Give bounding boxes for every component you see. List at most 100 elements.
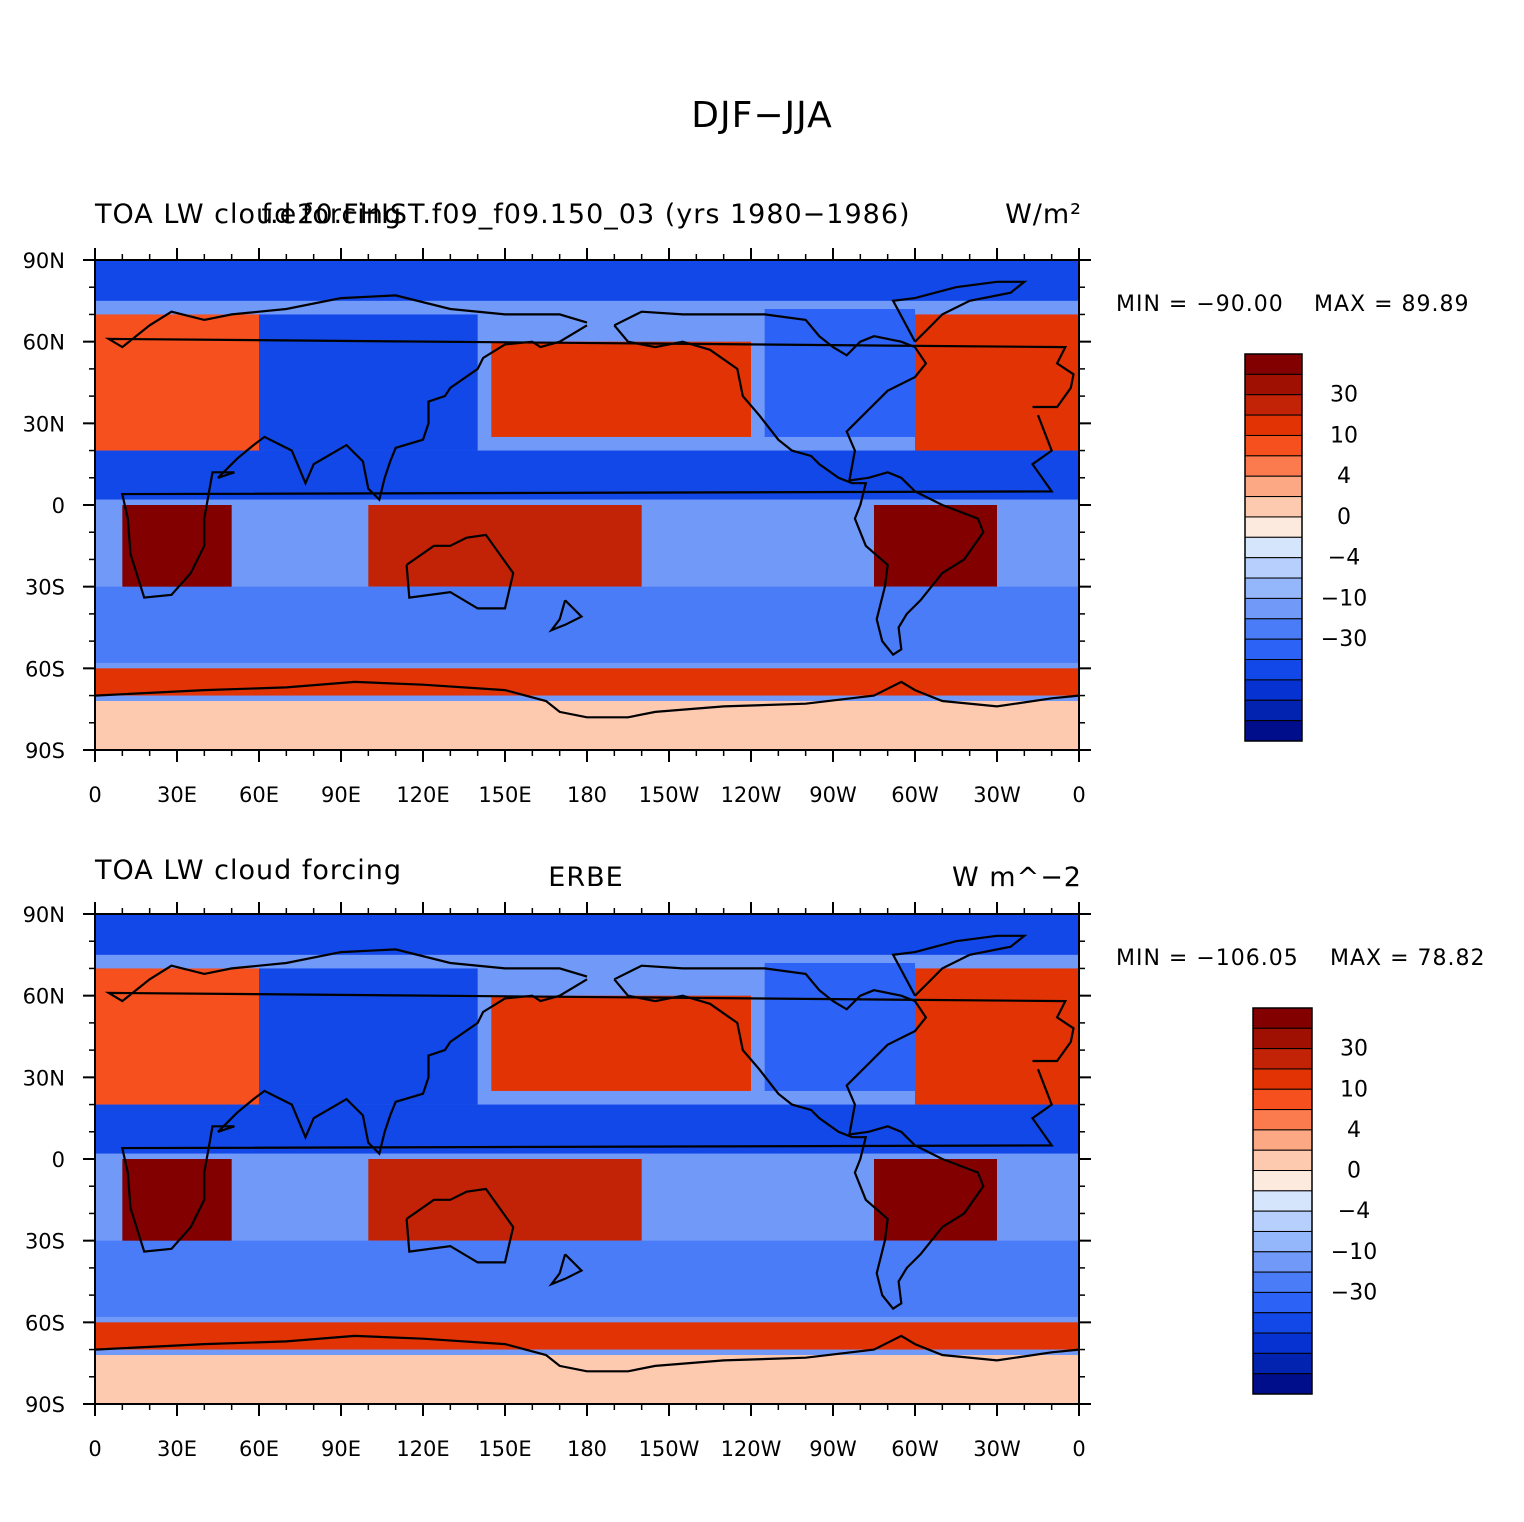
colorbar-box [1252, 1332, 1313, 1354]
field-region-asia [259, 314, 478, 451]
figure-title: DJF−JJA [691, 95, 833, 136]
lon-label-0: 0 [1072, 1437, 1085, 1461]
map-panel-top: 90N 60N 30N 0 30S 60S 90S 0 30E 60E 90E 120E 150E 180… [23, 248, 1091, 807]
colorbar-box [1252, 1129, 1313, 1151]
colorbar-box [1252, 1291, 1313, 1314]
field-region-arctic-ocean [95, 260, 1079, 301]
colorbar-box [1252, 1352, 1313, 1375]
coastline-5 [94, 680, 1080, 719]
colorbar-box [1252, 1048, 1313, 1070]
colorbar-box [1244, 659, 1303, 681]
lat-label-30s: 30S [25, 1230, 65, 1254]
colorbar-box [1244, 679, 1303, 701]
field-region-circumpolar-band [95, 1322, 1079, 1350]
colorbar-box [1252, 1109, 1313, 1131]
colorbar-box [1252, 1230, 1313, 1253]
coastline-1 [120, 324, 1054, 599]
lon-label-90e: 90E [321, 1437, 361, 1461]
colorbar-box [1252, 1068, 1313, 1090]
colorbar-box [1244, 475, 1303, 498]
bottom-panel-title-right: W m^−2 [951, 862, 1082, 893]
lon-label-180: 180 [567, 783, 607, 807]
colorbar-box [1252, 1373, 1313, 1395]
lon-label-120w: 120W [721, 1437, 782, 1461]
lat-label-0: 0 [52, 1148, 65, 1172]
colorbar-box [1252, 1190, 1313, 1212]
lon-label-150w: 150W [639, 1437, 700, 1461]
colorbar-box [1244, 577, 1303, 599]
lat-label-90s: 90S [25, 739, 65, 763]
lon-label-150e: 150E [478, 1437, 531, 1461]
lat-label-90n: 90N [23, 249, 65, 273]
lat-label-90s: 90S [25, 1393, 65, 1417]
colorbar-label: 10 [1340, 1077, 1368, 1102]
coastline-0 [104, 948, 1075, 1063]
colorbar-bottom: 30 10 4 0 −4 −10 −30 [1252, 1007, 1377, 1395]
coastline-3 [613, 964, 985, 1311]
colorbar-label: 30 [1330, 383, 1358, 408]
colorbar-box [1244, 434, 1303, 457]
lat-label-60n: 60N [23, 331, 65, 355]
field-region-maritime-continent-australia [368, 505, 642, 587]
colorbar-label: 30 [1340, 1037, 1368, 1062]
lon-label-120e: 120E [396, 1437, 449, 1461]
lat-label-60s: 60S [25, 1311, 65, 1335]
colorbar-label: −4 [1328, 546, 1360, 571]
coastline-4 [891, 280, 1028, 343]
colorbar-top: 30 10 4 0 −4 −10 −30 [1244, 353, 1367, 742]
colorbar-box [1252, 1210, 1313, 1232]
lon-label-60w: 60W [891, 783, 939, 807]
field-region-southern-africa [122, 505, 232, 601]
top-min-label: MIN = −90.00 [1116, 292, 1284, 317]
lat-label-30n: 30N [23, 412, 65, 436]
lon-label-60e: 60E [239, 783, 279, 807]
bottom-panel-title-left: TOA LW cloud forcing [95, 855, 402, 886]
colorbar-label: −30 [1331, 1280, 1377, 1305]
lon-label-30w: 30W [973, 783, 1021, 807]
lat-label-30s: 30S [25, 576, 65, 600]
lat-label-90n: 90N [23, 903, 65, 927]
bottom-max-label: MAX = 78.82 [1330, 946, 1486, 971]
coastline-6 [548, 1253, 584, 1287]
field-region-north-pacific [491, 341, 751, 437]
field-region-europe-north-africa [95, 968, 259, 1105]
field-region-north-pacific [491, 995, 751, 1091]
colorbar-label: 4 [1337, 464, 1351, 489]
colorbar-label: 4 [1347, 1118, 1361, 1143]
field-region-asia [259, 968, 478, 1105]
field-region-antarctica [95, 701, 1079, 750]
lat-label-0: 0 [52, 494, 65, 518]
colorbar-box [1244, 496, 1303, 518]
field-region-north-america [764, 309, 915, 437]
colorbar-label: −30 [1321, 627, 1367, 652]
coastline-4 [891, 934, 1028, 997]
colorbar-box [1244, 638, 1303, 661]
colorbar-box [1244, 394, 1303, 416]
field-region-antarctica [95, 1355, 1079, 1404]
colorbar-label: 0 [1337, 505, 1351, 530]
colorbar-box [1244, 516, 1303, 538]
colorbar-frame [1244, 353, 1303, 742]
colorbar-label: 0 [1347, 1159, 1361, 1184]
field-region-maritime-continent-australia [368, 1159, 642, 1241]
lon-label-30w: 30W [973, 1437, 1021, 1461]
lat-label-30n: 30N [23, 1066, 65, 1090]
colorbar-box [1244, 373, 1303, 396]
colorbar-label: −4 [1338, 1199, 1370, 1224]
colorbar-box [1252, 1007, 1313, 1029]
lon-label-60e: 60E [239, 1437, 279, 1461]
coastline-2 [405, 533, 515, 610]
lon-label-0: 0 [88, 1437, 101, 1461]
colorbar-box [1252, 1251, 1313, 1273]
lon-label-90w: 90W [809, 1437, 857, 1461]
colorbar-label: 10 [1330, 423, 1358, 448]
coastline-5 [94, 1334, 1080, 1373]
coastline-0 [104, 294, 1075, 409]
field-region-arctic-ocean [95, 914, 1079, 955]
field-region-southern-ocean [95, 586, 1079, 663]
colorbar-box [1244, 536, 1303, 559]
colorbar-box [1252, 1170, 1313, 1192]
coastline-2 [405, 1187, 515, 1264]
lon-label-150w: 150W [639, 783, 700, 807]
